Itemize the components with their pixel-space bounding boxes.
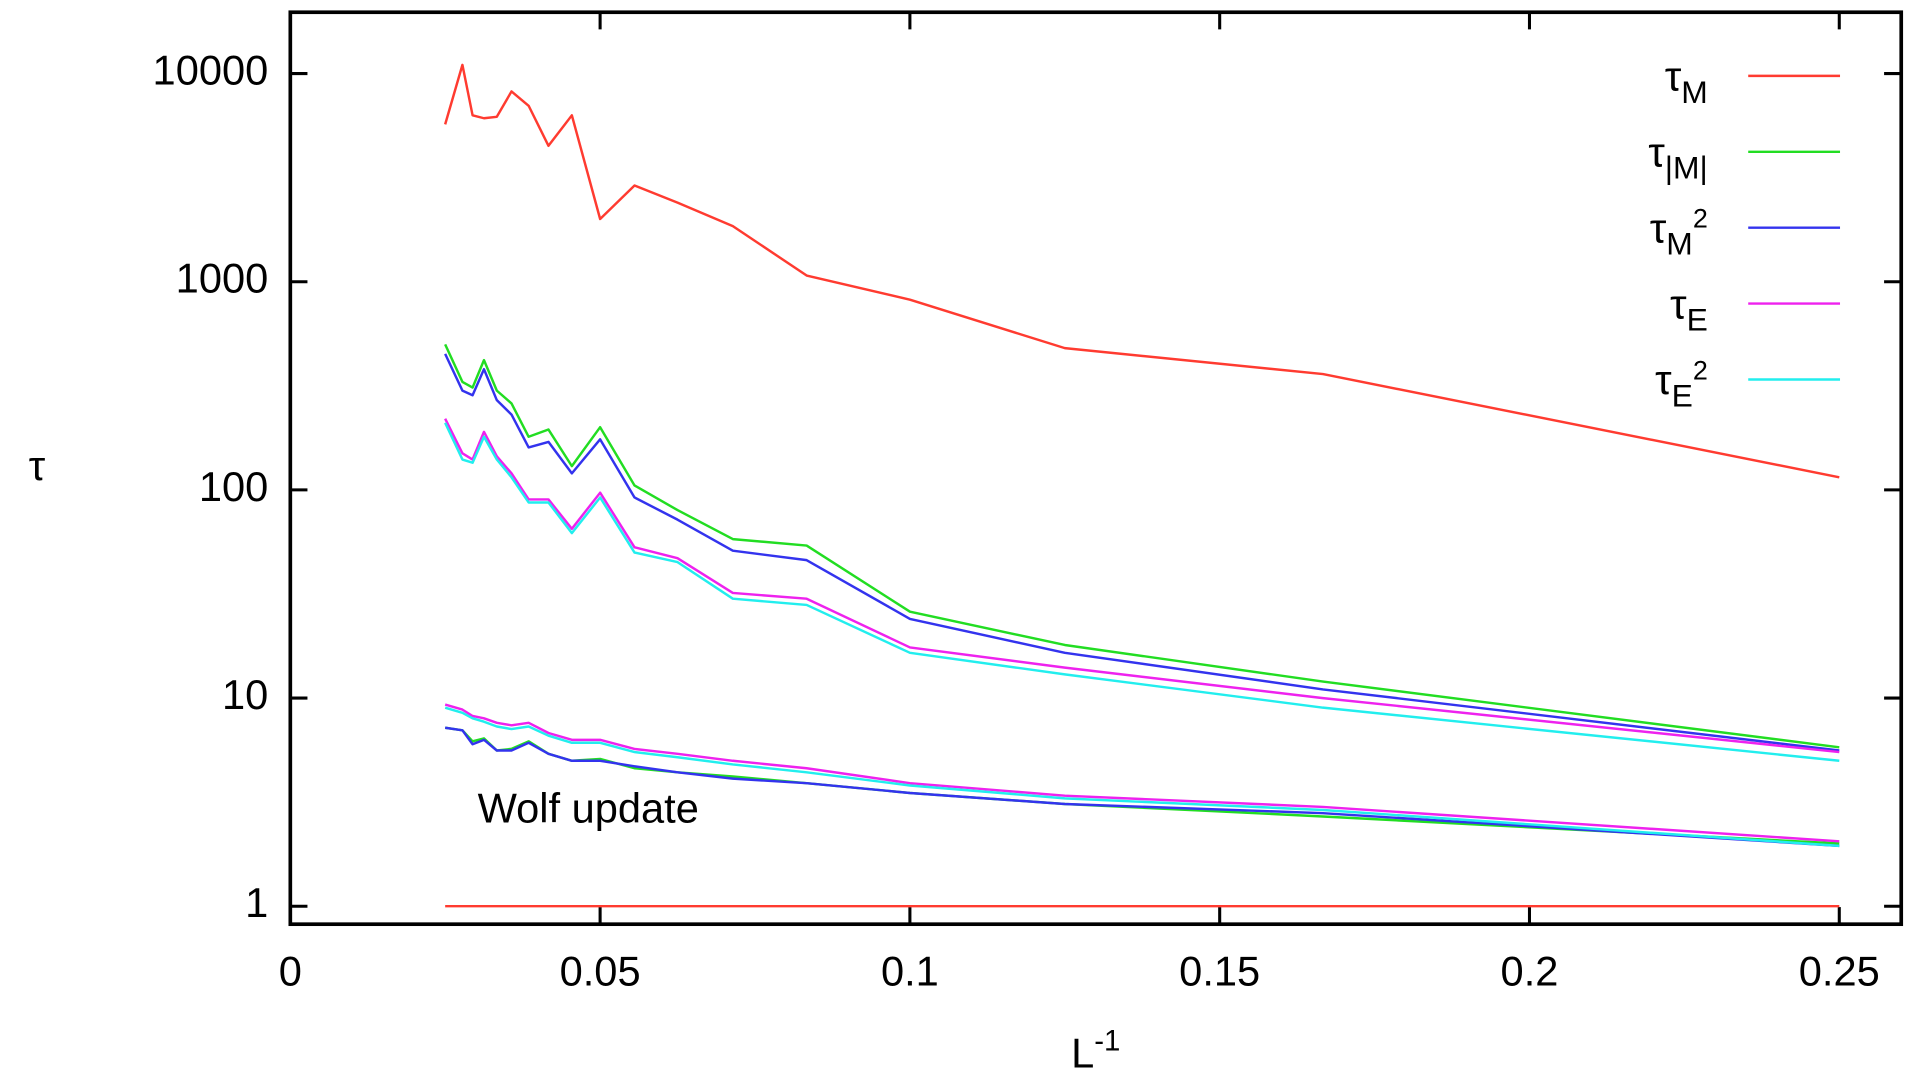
series-line: [443, 63, 1840, 479]
legend-symbol: τ: [1650, 204, 1667, 251]
series-line: [444, 706, 1840, 848]
legend-sup: 2: [1693, 204, 1708, 234]
legend-sub: M: [1666, 226, 1693, 262]
y-tick-label: 10: [222, 671, 268, 718]
x-axis-label: L-1: [1071, 1024, 1120, 1076]
y-tick-label: 1000: [176, 255, 269, 302]
x-axis-label-main: L: [1071, 1029, 1094, 1076]
x-tick-label: 0.15: [1179, 947, 1260, 994]
legend-symbol: τ: [1665, 53, 1682, 100]
legend-label: τE2: [1655, 355, 1708, 413]
legend-sup: 2: [1693, 355, 1708, 385]
legend-symbol: τ: [1648, 128, 1665, 175]
annotation: Wolf update: [478, 785, 699, 832]
legend-label: τE: [1670, 280, 1708, 337]
legend-label: τM: [1665, 53, 1708, 110]
x-tick-label: 0: [279, 947, 302, 994]
series-line: [444, 418, 1840, 754]
y-tick-label: 10000: [153, 47, 269, 94]
legend-symbol: τ: [1655, 356, 1672, 403]
y-tick-label: 1: [245, 879, 268, 926]
y-axis-label: τ: [29, 442, 46, 489]
y-tick-label: 100: [199, 463, 268, 510]
x-tick-label: 0.05: [560, 947, 641, 994]
x-tick-label: 0.1: [881, 947, 939, 994]
legend-label: τ|M|: [1648, 128, 1707, 185]
series-line: [444, 422, 1840, 762]
legend-symbol: τ: [1670, 280, 1687, 327]
legend-label: τM2: [1650, 204, 1708, 262]
x-tick-label: 0.25: [1799, 947, 1880, 994]
series-line: [444, 343, 1840, 749]
x-tick-label: 0.2: [1501, 947, 1559, 994]
legend-sub: M: [1681, 74, 1708, 110]
series-line: [444, 353, 1840, 752]
series-line: [444, 726, 1840, 848]
legend-sub: E: [1687, 302, 1708, 338]
legend-sub: |M|: [1665, 150, 1708, 186]
plot-frame: [288, 10, 1904, 927]
x-axis-label-sup: -1: [1094, 1024, 1120, 1057]
legend-sub: E: [1672, 377, 1693, 413]
series-line: [444, 703, 1840, 843]
